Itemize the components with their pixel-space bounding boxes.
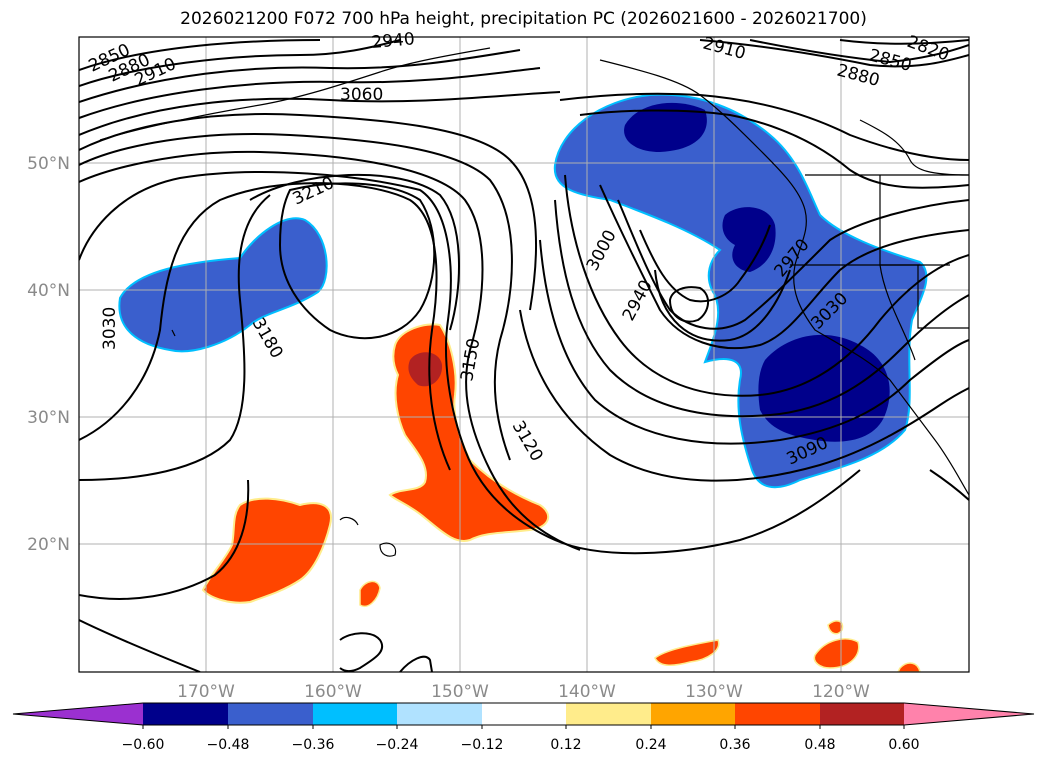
latitude-labels: 50°N 40°N 30°N 20°N [27,154,70,555]
colorbar: −0.60 −0.48 −0.36 −0.24 −0.12 0.12 0.24 … [12,702,1035,753]
lat-label: 50°N [27,154,70,174]
colorbar-tick-label: −0.60 [122,737,165,753]
lon-label: 140°W [558,682,616,702]
colorbar-swatch [566,703,651,725]
colorbar-tick-label: −0.48 [207,737,250,753]
map-frame [78,36,970,673]
colorbar-swatch [735,703,820,725]
lon-label: 160°W [304,682,362,702]
colorbar-tick-label: 0.36 [719,737,750,753]
lat-label: 20°N [27,535,70,555]
colorbar-tick-label: 0.24 [635,737,666,753]
colorbar-tick-label: 0.12 [550,737,581,753]
colorbar-tick-label: −0.36 [292,737,335,753]
map-title: 2026021200 F072 700 hPa height, precipit… [180,9,867,29]
lat-label: 30°N [27,408,70,428]
colorbar-swatch [228,703,313,725]
precip-negative-areas [118,93,928,489]
colorbar-tick-label: −0.12 [461,737,504,753]
colorbar-tick-label: −0.24 [376,737,419,753]
colorbar-extend-left [13,703,143,725]
lon-label: 120°W [812,682,870,702]
contour-label: 2940 [371,29,416,53]
colorbar-swatch [143,703,228,725]
colorbar-swatch [820,703,904,725]
colorbar-tick-label: 0.48 [804,737,835,753]
colorbar-swatch [397,703,482,725]
colorbar-swatch [482,703,566,725]
colorbar-swatch [313,703,397,725]
lat-label: 40°N [27,281,70,301]
lon-label: 170°W [177,682,235,702]
lon-label: 130°W [685,682,743,702]
map-gridlines [79,37,969,672]
contour-label: 3030 [100,307,120,350]
colorbar-extend-right [904,703,1034,725]
longitude-labels: 170°W 160°W 150°W 140°W 130°W 120°W [177,682,870,702]
colorbar-tick-label: 0.60 [888,737,919,753]
height-contours [79,39,969,672]
colorbar-swatch [651,703,735,725]
lon-label: 150°W [431,682,489,702]
contour-label: 3060 [340,85,383,105]
